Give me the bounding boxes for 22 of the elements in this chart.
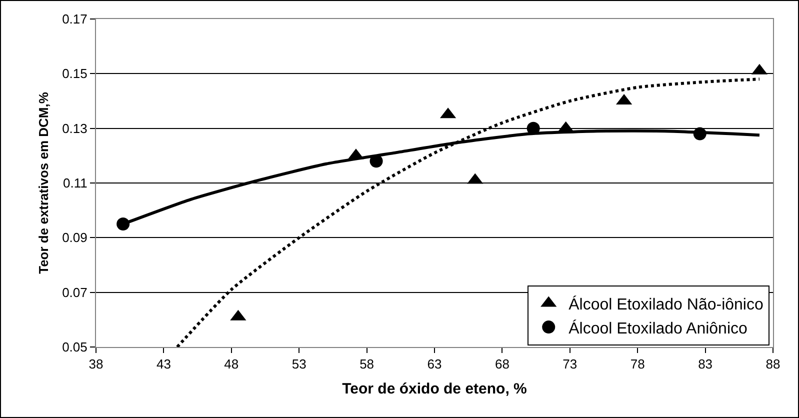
- x-tick-label: 58: [360, 356, 374, 372]
- y-tick-label: 0.07: [62, 284, 88, 300]
- x-axis-title: Teor de óxido de eteno, %: [342, 380, 527, 398]
- x-tick-label: 83: [698, 356, 713, 372]
- y-tick-label: 0.13: [62, 120, 88, 136]
- x-tick-label: 43: [156, 356, 171, 372]
- legend-label: Álcool Etoxilado Aniônico: [568, 319, 748, 338]
- x-tick-label: 53: [292, 356, 306, 372]
- x-tick-label: 38: [88, 356, 104, 372]
- y-tick-label: 0.11: [63, 176, 88, 191]
- y-tick-label: 0.09: [62, 230, 88, 246]
- x-tick-label: 68: [494, 356, 510, 372]
- legend-label: Álcool Etoxilado Não-iônico: [568, 296, 764, 314]
- x-tick-label: 78: [630, 356, 645, 372]
- x-tick-label: 48: [224, 356, 239, 372]
- x-tick-label: 88: [766, 356, 780, 372]
- y-axis-title: Teor de extrativos em DCM,%: [36, 92, 52, 274]
- y-tick-label: 0.17: [62, 12, 88, 27]
- y-tick-label: 0.05: [62, 340, 88, 355]
- y-tick-label: 0.15: [62, 66, 88, 82]
- x-tick-label: 63: [427, 356, 442, 372]
- x-tick-label: 73: [562, 356, 578, 372]
